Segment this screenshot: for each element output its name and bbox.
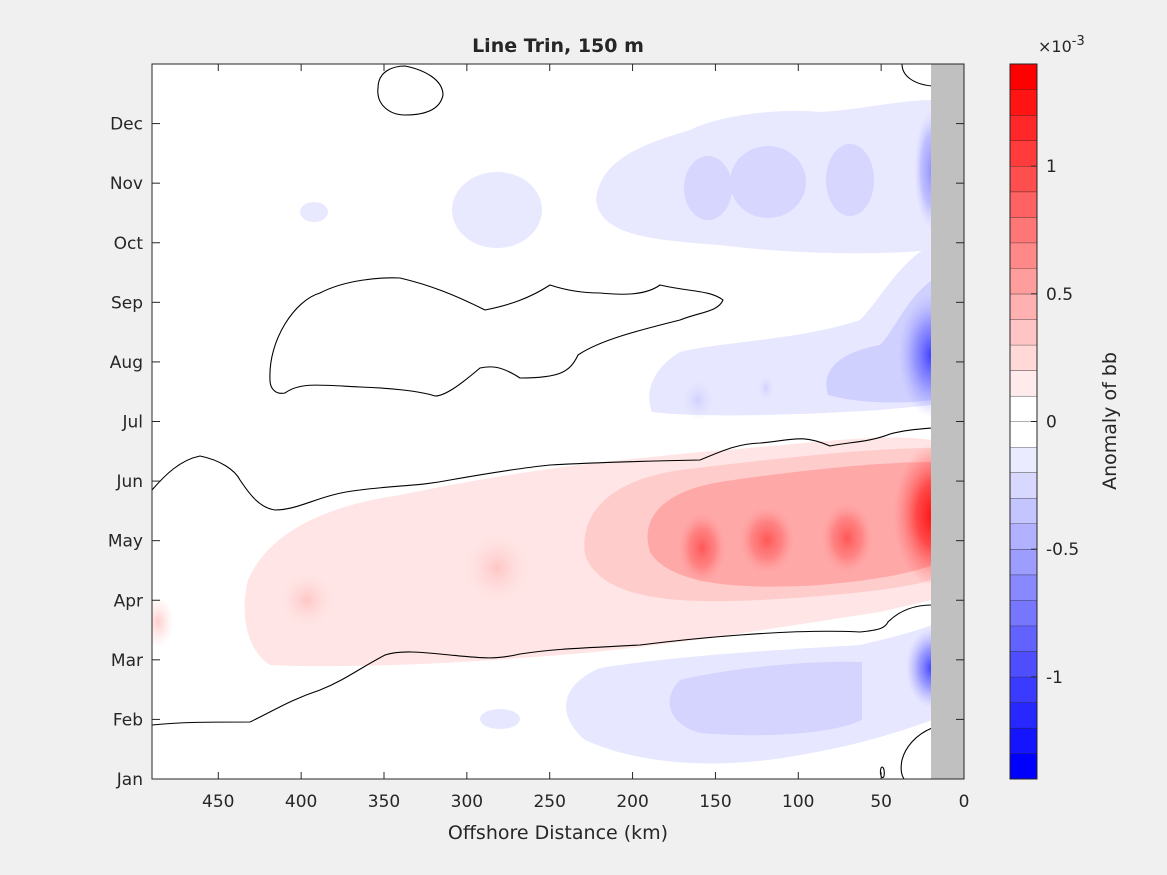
negative-anomaly-autumn-lobe-4 (730, 146, 806, 218)
colorbar-exponent-base: ×10 (1038, 37, 1072, 56)
colorbar-level (1010, 625, 1037, 652)
colorbar-level (1010, 651, 1037, 677)
positive-anomaly-lobe-1 (678, 512, 726, 584)
colorbar-level (1010, 421, 1037, 448)
colorbar-level (1010, 574, 1037, 601)
colorbar-level (1010, 600, 1037, 626)
x-tick-label: 250 (533, 792, 565, 812)
colorbar-ticks: -1 -0.5 0 0.5 1 (1031, 157, 1079, 688)
negative-anomaly-summer-lobe-1 (682, 380, 714, 420)
colorbar-level (1010, 447, 1037, 473)
y-tick-label: Jun (115, 472, 143, 492)
x-tick-label: 200 (616, 792, 648, 812)
zero-contour-dec-corner (901, 64, 933, 87)
zero-contour-march-lower (152, 604, 933, 726)
colorbar-exponent: ×10-3 (1038, 34, 1085, 56)
y-tick-label: Jul (121, 413, 143, 433)
negative-anomaly-autumn-lobe-5 (826, 144, 874, 216)
y-tick-label: Dec (110, 115, 143, 135)
x-tick-label: 300 (451, 792, 483, 812)
negative-anomaly-autumn-lobe-1 (452, 172, 542, 248)
colorbar-level (1010, 166, 1037, 192)
positive-anomaly-lobe-2 (739, 506, 795, 574)
colorbar-level (1010, 191, 1037, 218)
x-tick-label: 150 (699, 792, 731, 812)
x-tick-label: 450 (202, 792, 234, 812)
colorbar-level (1010, 217, 1037, 243)
colorbar-tick-label: 0.5 (1046, 285, 1073, 305)
zero-contour-summer-loop (269, 277, 724, 397)
negative-anomaly-winter-mid (669, 661, 862, 736)
colorbar-tick-label: -0.5 (1046, 540, 1079, 560)
x-tick-label: 350 (368, 792, 400, 812)
colorbar-level (1010, 370, 1037, 396)
colorbar-level (1010, 115, 1037, 141)
x-tick-label: 50 (870, 792, 892, 812)
positive-anomaly-lobe-3 (821, 502, 873, 574)
zero-contours (152, 64, 933, 779)
colorbar-level (1010, 549, 1037, 575)
zero-contour-jan-small (879, 766, 885, 779)
colorbar-exponent-power: -3 (1072, 34, 1085, 49)
y-tick-label: May (108, 532, 143, 552)
colorbar-level (1010, 140, 1037, 167)
colorbar-level (1010, 727, 1037, 754)
colorbar-level (1010, 64, 1037, 90)
negative-anomaly-summer-lobe-2 (758, 375, 774, 401)
colorbar-level (1010, 319, 1037, 345)
colorbar-frame (1009, 63, 1038, 780)
colorbar-label: Anomaly of bb (1099, 352, 1121, 490)
y-tick-label: Sep (111, 293, 143, 313)
colorbar-level (1010, 344, 1037, 371)
y-tick-label: Mar (111, 651, 143, 671)
y-tick-label: Oct (114, 234, 144, 254)
y-tick-label: Aug (110, 353, 143, 373)
negative-anomaly-winter-lobe (480, 709, 520, 729)
chart-title: Line Trin, 150 m (472, 35, 644, 57)
colorbar-level (1010, 268, 1037, 294)
positive-anomaly-lobe-6 (152, 596, 174, 648)
positive-anomaly-lobe-5 (465, 534, 529, 602)
anomaly-field (152, 64, 964, 779)
negative-anomaly-autumn-lobe-2 (300, 202, 328, 222)
colorbar-tick-label: 1 (1046, 157, 1057, 177)
colorbar-level (1010, 753, 1037, 779)
colorbar-level (1010, 676, 1037, 703)
colorbar-tick-label: 0 (1046, 413, 1057, 433)
colorbar-level (1010, 89, 1037, 116)
colorbar-level (1010, 472, 1037, 499)
negative-anomaly-autumn-lobe-3 (684, 156, 732, 220)
colorbar-level (1010, 395, 1037, 422)
y-tick-label: Nov (110, 174, 143, 194)
colorbar-tick-label: -1 (1046, 668, 1063, 688)
zero-contour-jan-corner (900, 727, 933, 779)
y-tick-label: Jan (116, 770, 143, 790)
x-axis-label: Offshore Distance (km) (448, 822, 668, 844)
positive-anomaly-lobe-4 (281, 574, 333, 626)
x-axis: 450 400 350 300 250 200 150 100 50 0 (202, 64, 969, 812)
x-tick-label: 0 (959, 792, 970, 812)
y-axis: Jan Feb Mar Apr May Jun Jul Aug Sep Oct Nov Dec (108, 115, 964, 790)
x-tick-label: 100 (782, 792, 814, 812)
colorbar-level (1010, 523, 1037, 550)
colorbar (1010, 63, 1037, 779)
colorbar-level (1010, 293, 1037, 320)
colorbar-level (1010, 702, 1037, 728)
y-tick-label: Apr (114, 591, 143, 611)
x-tick-label: 400 (285, 792, 317, 812)
y-tick-label: Feb (113, 710, 143, 730)
zero-contour-dec-loop (377, 65, 444, 116)
zero-contour-june-upper (152, 427, 933, 511)
colorbar-level (1010, 242, 1037, 269)
colorbar-level (1010, 498, 1037, 524)
